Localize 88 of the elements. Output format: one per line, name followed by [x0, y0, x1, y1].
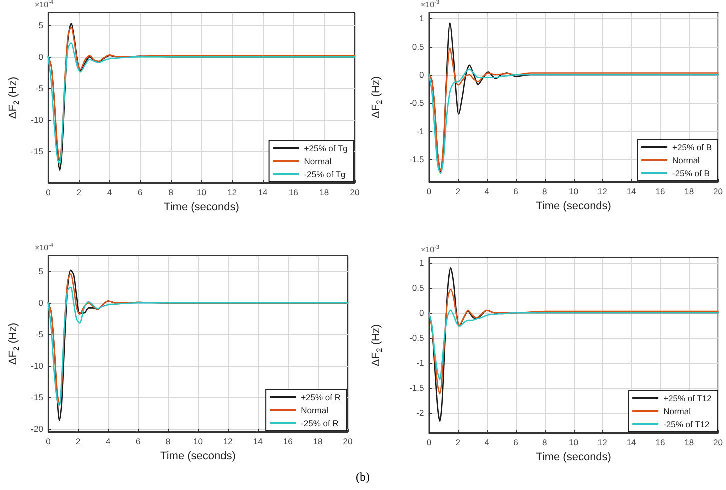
x-axis-title: Time (seconds)	[160, 450, 236, 462]
x-tick-label: 16	[656, 438, 666, 448]
y-tick-label: -15	[31, 392, 44, 402]
x-tick-label: 8	[542, 186, 548, 196]
y-tick-label: 0.5	[412, 42, 425, 52]
y-tick-label: -1.5	[410, 154, 425, 164]
y-tick-label: -5	[36, 84, 44, 94]
line-series	[428, 288, 719, 395]
x-tick-label: 18	[684, 186, 694, 196]
y-tick-label: -10	[31, 361, 44, 371]
legend-label: +25% of T12	[664, 394, 712, 404]
x-tick-label: 20	[350, 188, 360, 198]
legend-label: -25% of B	[672, 168, 710, 178]
y-tick-label: -10	[31, 115, 44, 126]
y-tick-label: 0	[38, 298, 44, 308]
x-tick-label: 16	[656, 186, 666, 196]
x-tick-label: 18	[313, 436, 324, 446]
x-tick-label: 0	[46, 436, 52, 446]
x-tick-label: 10	[193, 436, 204, 446]
legend-label: Normal	[672, 156, 700, 166]
x-tick-label: 4	[106, 436, 111, 446]
legend-label: +25% of B	[672, 142, 712, 152]
y-tick-label: 0	[420, 308, 425, 318]
x-tick-label: 2	[456, 186, 461, 196]
x-tick-label: 12	[228, 188, 238, 198]
x-tick-label: 2	[456, 438, 461, 448]
x-tick-label: 8	[168, 188, 174, 198]
x-tick-label: 20	[714, 438, 724, 448]
x-tick-label: 0	[426, 186, 432, 196]
x-tick-label: 12	[598, 186, 608, 196]
x-tick-label: 14	[626, 438, 637, 448]
text: (b)	[355, 470, 371, 485]
y-tick-label: 0	[420, 70, 425, 80]
x-tick-label: 6	[514, 438, 519, 448]
x-tick-label: 6	[138, 188, 144, 198]
x-tick-label: 10	[569, 438, 579, 448]
x-tick-label: 12	[223, 436, 234, 446]
legend-label: Normal	[304, 156, 332, 166]
x-tick-label: 20	[343, 436, 353, 446]
y-tick-label: -1	[416, 358, 425, 368]
x-tick-label: 12	[598, 438, 608, 448]
y-tick-label: -20	[31, 424, 44, 434]
y-tick-label: -2	[416, 408, 425, 418]
x-tick-label: 10	[196, 188, 207, 198]
legend-label: -25% of T12	[664, 420, 710, 430]
legend-label: Normal	[664, 406, 692, 416]
y-tick-label: -5	[36, 330, 44, 340]
y-tick-label: 0.5	[412, 283, 425, 293]
x-tick-label: 0	[426, 438, 432, 448]
legend-label: +25% of R	[301, 392, 342, 402]
legend-label: -25% of Tg	[304, 170, 346, 180]
y-tick-label: -1	[416, 126, 425, 136]
x-tick-label: 4	[484, 438, 490, 448]
y-tick-label: 1	[420, 14, 425, 24]
x-tick-label: 14	[258, 188, 268, 198]
x-axis-title: Time (seconds)	[164, 201, 240, 214]
x-tick-label: 8	[542, 438, 548, 448]
y-tick-label: -15	[31, 146, 44, 157]
y-tick-label: -1.5	[410, 383, 425, 393]
x-tick-label: 6	[136, 436, 141, 446]
x-tick-label: 14	[253, 436, 264, 446]
x-tick-label: 20	[714, 186, 724, 196]
x-axis-title: Time (seconds)	[536, 200, 612, 212]
x-tick-label: 14	[626, 186, 637, 196]
legend-label: -25% of R	[301, 418, 339, 428]
x-tick-label: 8	[166, 436, 171, 446]
legend-label: Normal	[301, 406, 329, 416]
x-tick-label: 16	[283, 436, 294, 446]
y-tick-label: 5	[38, 20, 44, 31]
x-tick-label: 10	[569, 186, 579, 196]
y-tick-label: 0	[38, 52, 44, 62]
y-tick-label: 5	[38, 266, 44, 277]
x-tick-label: 18	[684, 438, 694, 448]
x-tick-label: 2	[76, 436, 82, 446]
line-series	[428, 48, 719, 172]
x-tick-label: 4	[107, 188, 112, 198]
y-tick-label: -0.5	[410, 333, 425, 343]
y-tick-label: 1	[420, 258, 425, 268]
y-tick-label: -0.5	[410, 98, 425, 108]
x-tick-label: 18	[320, 188, 330, 198]
x-axis-title: Time (seconds)	[536, 451, 612, 464]
x-tick-label: 2	[76, 188, 82, 198]
x-tick-label: 0	[46, 188, 52, 198]
line-series	[428, 310, 719, 380]
x-tick-label: 16	[288, 188, 299, 198]
x-tick-label: 4	[484, 186, 490, 196]
legend-label: +25% of Tg	[304, 144, 348, 154]
x-tick-label: 6	[514, 186, 519, 196]
